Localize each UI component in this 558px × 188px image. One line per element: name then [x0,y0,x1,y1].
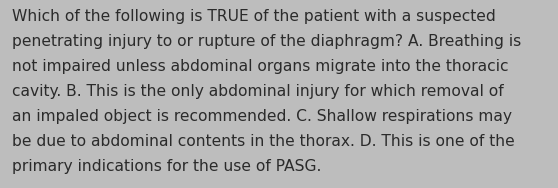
Text: Which of the following is TRUE of the patient with a suspected: Which of the following is TRUE of the pa… [12,9,496,24]
Text: an impaled object is recommended. C. Shallow respirations may: an impaled object is recommended. C. Sha… [12,109,512,124]
Text: primary indications for the use of PASG.: primary indications for the use of PASG. [12,159,321,174]
Text: be due to abdominal contents in the thorax. D. This is one of the: be due to abdominal contents in the thor… [12,134,515,149]
Text: penetrating injury to or rupture of the​ diaphragm? A. Breathing is: penetrating injury to or rupture of the​… [12,34,522,49]
Text: cavity. B. This is the only abdominal injury for which removal of: cavity. B. This is the only abdominal in… [12,84,504,99]
Text: not impaired unless abdominal organs migrate into the thoracic: not impaired unless abdominal organs mig… [12,59,509,74]
